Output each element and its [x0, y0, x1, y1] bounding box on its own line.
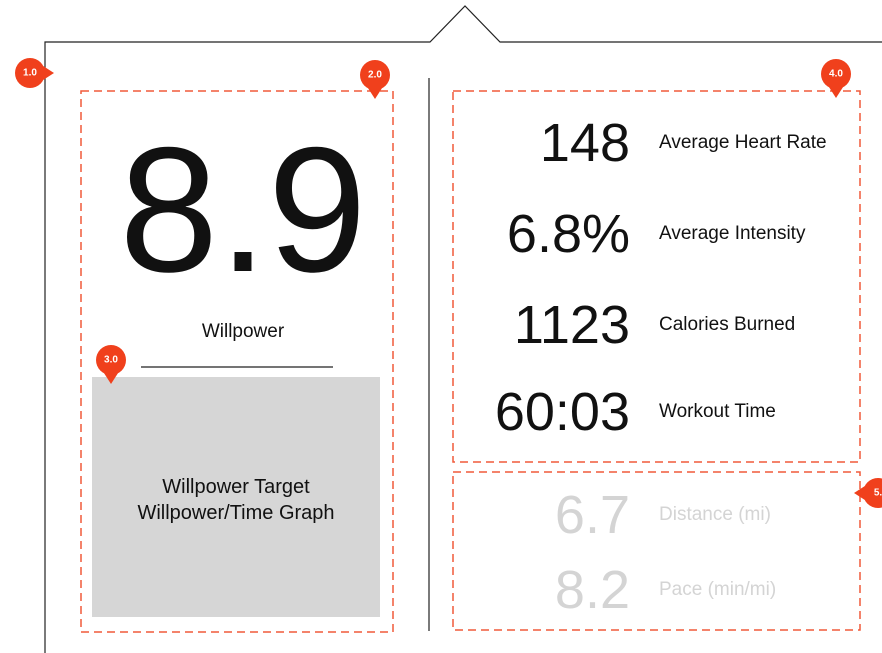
- stat-label: Distance (mi): [659, 504, 771, 525]
- annotation-label: 1.0: [23, 68, 37, 79]
- annotation-pin: 1.0: [15, 58, 54, 88]
- willpower-value: 8.9: [119, 110, 367, 309]
- graph-caption: Willpower Target Willpower/Time Graph: [92, 474, 380, 526]
- stat-label: Workout Time: [659, 401, 776, 422]
- region-box: [452, 471, 861, 631]
- annotation-pin: 2.0: [360, 60, 390, 99]
- graph-caption-line: Willpower Target: [162, 476, 310, 498]
- stat-value: 8.2: [554, 560, 630, 620]
- graph-placeholder: [92, 377, 380, 617]
- willpower-label: Willpower: [201, 321, 285, 342]
- stat-value: 6.8%: [506, 204, 630, 264]
- stat-label: Pace (min/mi): [659, 579, 777, 600]
- popover-border: [44, 5, 882, 653]
- annotation-label: 4.0: [829, 69, 843, 80]
- stat-label: Average Intensity: [659, 223, 806, 244]
- annotation-pin: 3.0: [96, 345, 126, 384]
- stat-value: 6.7: [554, 485, 630, 545]
- stat-label: Calories Burned: [659, 314, 796, 335]
- stat-label: Average Heart Rate: [659, 132, 827, 153]
- region-box: [80, 90, 394, 633]
- stat-value: 148: [539, 113, 630, 173]
- stat-value: 60:03: [494, 382, 630, 442]
- annotation-pin: 5.: [854, 478, 882, 508]
- annotation-label: 5.: [874, 488, 882, 499]
- annotation-pin: 4.0: [821, 59, 851, 98]
- annotation-label: 2.0: [368, 70, 382, 81]
- graph-caption-line: Willpower/Time Graph: [137, 502, 335, 524]
- stat-value: 1123: [513, 295, 630, 355]
- region-box: [452, 90, 861, 463]
- annotation-label: 3.0: [104, 355, 118, 366]
